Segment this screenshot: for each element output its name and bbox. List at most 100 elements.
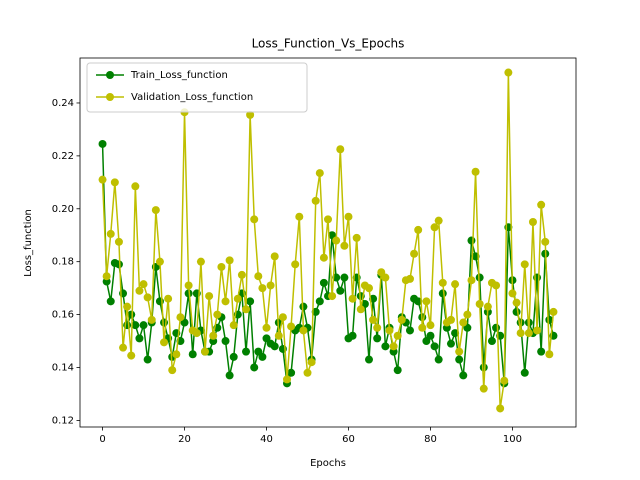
data-point — [229, 321, 238, 330]
data-point — [225, 256, 234, 265]
data-point — [434, 355, 443, 364]
data-point — [475, 300, 484, 308]
data-point — [250, 363, 259, 372]
data-point — [336, 286, 345, 295]
data-point — [127, 351, 136, 360]
data-point — [328, 292, 337, 301]
data-point — [119, 343, 128, 352]
data-point — [516, 329, 525, 338]
data-point — [291, 260, 300, 269]
data-point — [311, 307, 320, 316]
data-point — [242, 305, 251, 314]
data-point — [479, 363, 488, 372]
y-tick-label: 0.24 — [52, 98, 74, 109]
x-tick-label: 60 — [342, 434, 355, 445]
data-point — [151, 206, 160, 215]
data-point — [246, 110, 255, 119]
legend: Train_Loss_function Validation_Loss_funct… — [86, 62, 308, 113]
data-point — [221, 297, 230, 306]
data-point — [405, 326, 414, 335]
data-point — [135, 334, 144, 343]
data-point — [434, 216, 443, 225]
data-point — [319, 253, 328, 262]
data-point — [188, 350, 197, 359]
data-point — [459, 371, 468, 380]
data-point — [467, 236, 476, 245]
data-point — [270, 252, 279, 261]
data-point — [196, 257, 205, 266]
data-point — [278, 313, 287, 322]
data-point — [446, 339, 455, 348]
data-point — [537, 347, 546, 356]
data-point — [274, 331, 283, 340]
legend-label: Validation_Loss_function — [131, 92, 253, 103]
data-point — [205, 292, 214, 301]
data-point — [455, 355, 464, 364]
data-point — [397, 315, 406, 324]
data-point — [492, 323, 501, 332]
data-point — [451, 280, 460, 289]
data-point — [315, 297, 324, 306]
data-point — [520, 260, 529, 269]
data-point — [102, 272, 111, 281]
y-tick-label: 0.12 — [52, 415, 74, 426]
y-tick-label: 0.18 — [52, 257, 74, 268]
plot-area — [98, 68, 558, 413]
data-point — [287, 368, 296, 377]
x-tick-label: 0 — [99, 434, 105, 445]
legend-marker — [106, 93, 114, 101]
data-point — [549, 307, 558, 316]
data-point — [110, 178, 119, 187]
data-point — [114, 260, 123, 269]
y-axis-label: Loss_function — [23, 209, 34, 277]
data-point — [430, 223, 439, 232]
data-point — [418, 323, 427, 332]
data-point — [340, 273, 349, 282]
data-point — [221, 337, 230, 346]
data-point — [164, 294, 173, 303]
data-point — [364, 355, 373, 364]
data-point — [487, 337, 496, 346]
data-point — [254, 272, 263, 281]
data-point — [373, 323, 382, 332]
legend-label: Train_Loss_function — [130, 70, 228, 81]
data-point — [307, 358, 316, 367]
x-axis-label: Epochs — [310, 458, 346, 469]
data-point — [483, 302, 492, 311]
data-point — [446, 315, 455, 324]
data-point — [303, 368, 312, 377]
data-point — [287, 322, 296, 331]
data-point — [512, 298, 521, 307]
data-point — [512, 307, 521, 316]
data-point — [405, 274, 414, 283]
data-point — [270, 342, 279, 351]
x-tick-label: 100 — [503, 434, 522, 445]
data-point — [299, 326, 308, 335]
data-point — [131, 182, 140, 191]
data-point — [160, 338, 169, 347]
data-point — [541, 237, 550, 246]
axes-frame — [79, 57, 577, 428]
data-point — [451, 329, 460, 338]
data-point — [201, 347, 210, 356]
data-point — [123, 302, 132, 311]
data-point — [217, 262, 226, 271]
data-point — [455, 347, 464, 356]
data-point — [258, 284, 267, 293]
legend-marker — [106, 71, 114, 79]
data-point — [492, 281, 501, 290]
data-point — [348, 331, 357, 340]
data-point — [135, 286, 144, 295]
data-point — [242, 347, 251, 356]
data-point — [389, 342, 398, 351]
data-point — [524, 329, 533, 338]
x-tick-label: 20 — [178, 434, 191, 445]
data-point — [168, 366, 177, 375]
data-point — [467, 276, 476, 285]
data-point — [250, 215, 259, 224]
y-tick-label: 0.22 — [52, 151, 74, 162]
data-point — [213, 310, 222, 319]
data-point — [508, 289, 517, 298]
data-point — [340, 241, 349, 250]
